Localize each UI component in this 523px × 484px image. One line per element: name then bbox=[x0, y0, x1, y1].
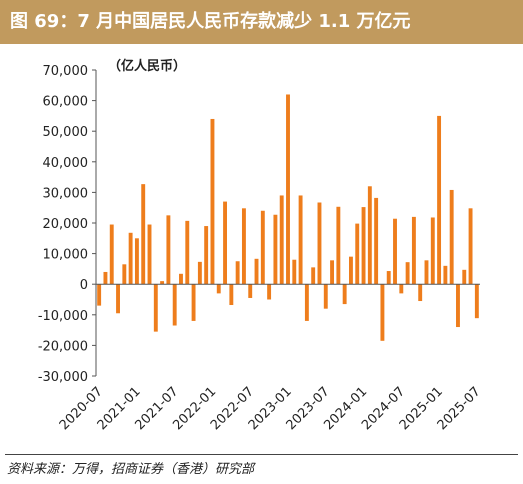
bar bbox=[361, 207, 366, 285]
bar bbox=[349, 256, 353, 285]
bar bbox=[317, 202, 322, 285]
bar bbox=[405, 262, 410, 285]
y-tick-label: 0 bbox=[80, 278, 88, 293]
y-tick-label: -30,000 bbox=[38, 370, 88, 385]
bar bbox=[147, 224, 152, 285]
y-tick-label: -10,000 bbox=[38, 309, 88, 324]
source-note: 资料来源：万得，招商证券（香港）研究部 bbox=[7, 462, 255, 477]
unit-label: （亿人民币） bbox=[108, 58, 186, 74]
bar bbox=[172, 284, 177, 326]
bar bbox=[449, 189, 454, 285]
bar bbox=[116, 284, 120, 314]
bar bbox=[393, 218, 397, 285]
bar bbox=[248, 284, 253, 298]
bar bbox=[336, 206, 341, 285]
bar bbox=[153, 284, 158, 332]
bar bbox=[216, 284, 221, 294]
bar bbox=[128, 232, 133, 285]
bar bbox=[292, 259, 297, 285]
bar bbox=[330, 260, 335, 285]
bar bbox=[411, 216, 416, 285]
bar bbox=[254, 258, 259, 285]
bar bbox=[323, 284, 328, 309]
bar bbox=[122, 264, 127, 285]
bar bbox=[109, 224, 114, 285]
y-tick-label: 10,000 bbox=[43, 248, 89, 263]
chart-title: 图 69：7 月中国居民人民币存款减少 1.1 万亿元 bbox=[0, 0, 523, 44]
bar bbox=[179, 273, 183, 285]
bar bbox=[191, 284, 196, 321]
y-tick-label: -20,000 bbox=[38, 339, 88, 354]
bar bbox=[141, 184, 146, 285]
bar bbox=[241, 208, 246, 285]
y-tick-label: 70,000 bbox=[43, 64, 89, 79]
bar bbox=[355, 223, 360, 285]
bar bbox=[267, 284, 272, 300]
bar bbox=[304, 284, 309, 321]
x-axis: 2020-072021-012021-072022-012022-072023-… bbox=[57, 384, 484, 433]
bar bbox=[380, 284, 385, 341]
bar bbox=[197, 261, 202, 285]
bar bbox=[462, 269, 467, 285]
y-tick-label: 60,000 bbox=[43, 95, 89, 110]
bar bbox=[273, 214, 278, 285]
bar bbox=[386, 271, 391, 285]
bar bbox=[204, 226, 209, 285]
bar bbox=[97, 284, 102, 306]
bar bbox=[468, 208, 473, 285]
bar bbox=[279, 195, 284, 285]
bar bbox=[235, 261, 240, 285]
bar bbox=[437, 115, 442, 285]
bar bbox=[103, 271, 108, 285]
bar bbox=[160, 281, 165, 285]
source-divider bbox=[5, 454, 518, 455]
bar bbox=[286, 94, 290, 285]
bar bbox=[229, 284, 234, 306]
bar bbox=[260, 210, 265, 285]
bar bbox=[399, 284, 404, 294]
bar bbox=[134, 238, 139, 285]
bar bbox=[210, 118, 215, 285]
y-tick-label: 30,000 bbox=[43, 186, 89, 201]
y-axis: 70,000 60,000 50,000 40,000 30,000 20,000 10,0… bbox=[38, 64, 97, 385]
bar bbox=[430, 217, 435, 285]
bar bbox=[342, 284, 347, 305]
y-tick-label: 40,000 bbox=[43, 156, 89, 171]
bar bbox=[185, 220, 190, 285]
bar bbox=[418, 284, 423, 302]
bar bbox=[298, 195, 303, 285]
bar bbox=[374, 197, 379, 285]
bar bbox=[311, 267, 316, 285]
bar bbox=[456, 284, 460, 328]
y-tick-label: 50,000 bbox=[43, 125, 89, 140]
bar bbox=[474, 284, 479, 319]
bar-chart: 70,000 60,000 50,000 40,000 30,000 20,000 10,0… bbox=[38, 58, 484, 433]
bar bbox=[424, 260, 429, 285]
bar bbox=[443, 265, 448, 285]
bar bbox=[223, 201, 227, 285]
bar bbox=[367, 186, 372, 285]
bar-series bbox=[97, 94, 479, 341]
bar bbox=[166, 215, 171, 285]
y-tick-label: 20,000 bbox=[43, 217, 89, 232]
